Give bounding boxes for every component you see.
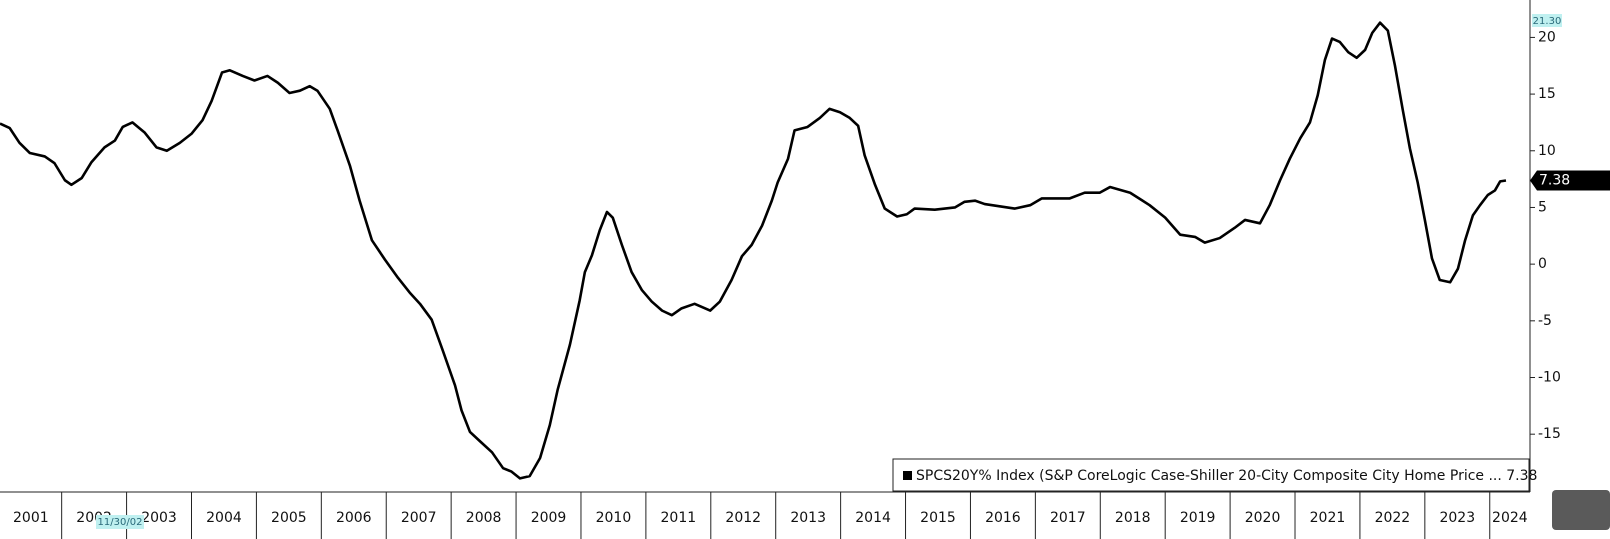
y-tick-label: 20 xyxy=(1538,29,1556,45)
x-tick-label: 2014 xyxy=(855,510,891,526)
x-tick-label: 2003 xyxy=(141,510,177,526)
legend-swatch xyxy=(903,471,912,480)
x-tick-label: 2016 xyxy=(985,510,1021,526)
x-tick-label: 2011 xyxy=(661,510,697,526)
x-tick-label: 2010 xyxy=(596,510,632,526)
cursor-date-bg xyxy=(96,515,144,529)
last-value-label: 7.38 xyxy=(1539,172,1570,188)
y-tick-label: 0 xyxy=(1538,256,1547,272)
x-tick-label: 2001 xyxy=(13,510,49,526)
x-tick-label: 2015 xyxy=(920,510,956,526)
legend-box xyxy=(892,458,1530,492)
x-tick-label: 2021 xyxy=(1310,510,1346,526)
x-tick-label: 2019 xyxy=(1180,510,1216,526)
x-tick-label: 2024 xyxy=(1492,510,1528,526)
last-value-flag xyxy=(1530,170,1610,191)
x-tick-label: 2012 xyxy=(725,510,761,526)
y-tick-label: -15 xyxy=(1538,426,1561,442)
max-label: 21.30 xyxy=(1533,16,1562,27)
legend-label: SPCS20Y% Index (S&P CoreLogic Case-Shill… xyxy=(916,468,1537,484)
y-tick-label: 5 xyxy=(1538,199,1547,215)
y-tick-label: 15 xyxy=(1538,86,1556,102)
x-tick-label: 2018 xyxy=(1115,510,1151,526)
x-tick-label: 2004 xyxy=(206,510,242,526)
x-tick-label: 2013 xyxy=(790,510,826,526)
x-tick-label: 2023 xyxy=(1439,510,1475,526)
x-tick-label: 2009 xyxy=(531,510,567,526)
max-label-bg xyxy=(1532,14,1562,27)
x-tick-label: 2020 xyxy=(1245,510,1281,526)
y-tick-label: -10 xyxy=(1538,370,1561,386)
x-tick-label: 2008 xyxy=(466,510,502,526)
cursor-date-label: 11/30/02 xyxy=(98,517,143,528)
x-tick-label: 2007 xyxy=(401,510,437,526)
y-tick-label: 10 xyxy=(1538,143,1556,159)
x-tick-label: 2017 xyxy=(1050,510,1086,526)
x-tick-label: 2006 xyxy=(336,510,372,526)
y-tick-label: -5 xyxy=(1538,313,1552,329)
line xyxy=(0,21,1507,480)
corner-icon[interactable] xyxy=(1552,490,1610,530)
x-tick-label: 2022 xyxy=(1375,510,1411,526)
x-tick-label: 2005 xyxy=(271,510,307,526)
